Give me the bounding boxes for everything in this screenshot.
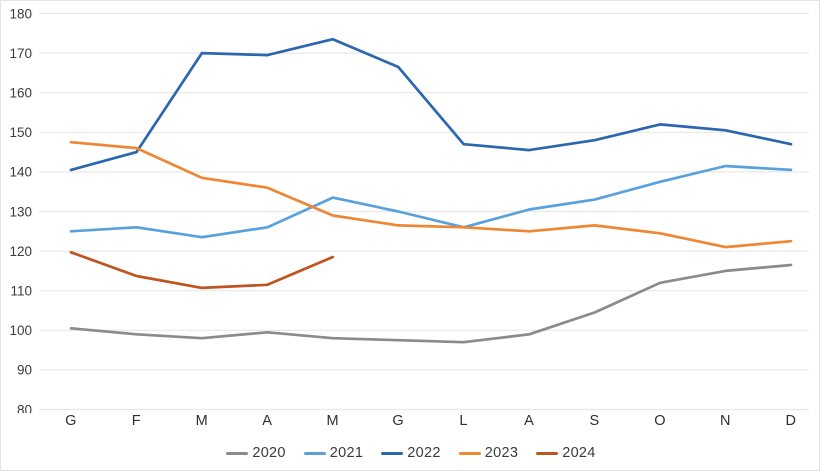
y-axis-tick-label: 160 xyxy=(9,86,32,101)
x-axis-label-7: L xyxy=(459,413,469,429)
x-axis-label-9: S xyxy=(589,413,600,429)
x-axis-label-4: A xyxy=(262,413,273,429)
legend-label-2022: 2022 xyxy=(407,445,441,461)
y-axis-tick-label: 90 xyxy=(17,363,32,378)
legend-swatch-2023 xyxy=(458,451,481,455)
y-axis-tick-label: 140 xyxy=(9,165,32,180)
series-line-2023 xyxy=(69,140,793,249)
x-axis-label-3: M xyxy=(195,413,209,429)
y-axis-tick-label: 100 xyxy=(9,323,32,338)
legend: 2020 2021 2022 2023 2024 xyxy=(1,441,819,465)
legend-label-2023: 2023 xyxy=(484,445,519,461)
y-axis-tick-label: 120 xyxy=(9,244,32,259)
x-axis-label-11: N xyxy=(720,413,732,429)
legend-label-2024: 2024 xyxy=(562,445,596,461)
legend-swatch-2020 xyxy=(226,451,249,455)
legend-item-2022[interactable]: 2022 xyxy=(381,445,440,461)
y-axis-tick-label: 80 xyxy=(17,402,32,413)
series-line-2020 xyxy=(69,263,793,344)
legend-swatch-2022 xyxy=(381,451,404,455)
legend-item-2024[interactable]: 2024 xyxy=(536,445,595,461)
series-line-2021 xyxy=(69,164,793,239)
y-axis-tick-label: 180 xyxy=(9,6,32,21)
x-axis-label-12: D xyxy=(785,413,797,429)
y-axis-tick-label: 110 xyxy=(10,284,32,299)
legend-item-2021[interactable]: 2021 xyxy=(303,445,364,461)
x-axis-label-5: M xyxy=(326,413,340,429)
y-axis-tick-label: 150 xyxy=(9,125,32,140)
legend-item-2020[interactable]: 2020 xyxy=(226,445,285,461)
x-axis-label-6: G xyxy=(392,413,405,429)
plot-area: 180 170 160 150 140 130 120 110 100 90 80 xyxy=(9,6,809,413)
x-axis-label-10: O xyxy=(654,413,666,429)
series-line-2022 xyxy=(69,37,793,172)
x-axis-label-1: G xyxy=(65,413,77,429)
legend-label-2020: 2020 xyxy=(252,445,286,461)
series-line-2024 xyxy=(69,250,335,290)
y-axis-tick-label: 170 xyxy=(9,46,32,61)
x-axis-label-2: F xyxy=(131,413,142,429)
legend-swatch-2021 xyxy=(303,451,326,455)
legend-item-2023[interactable]: 2023 xyxy=(458,445,519,461)
y-axis-tick-label: 130 xyxy=(9,204,32,219)
x-axis-label-8: A xyxy=(524,413,535,429)
legend-label-2021: 2021 xyxy=(329,445,364,461)
legend-swatch-2024 xyxy=(536,451,559,455)
